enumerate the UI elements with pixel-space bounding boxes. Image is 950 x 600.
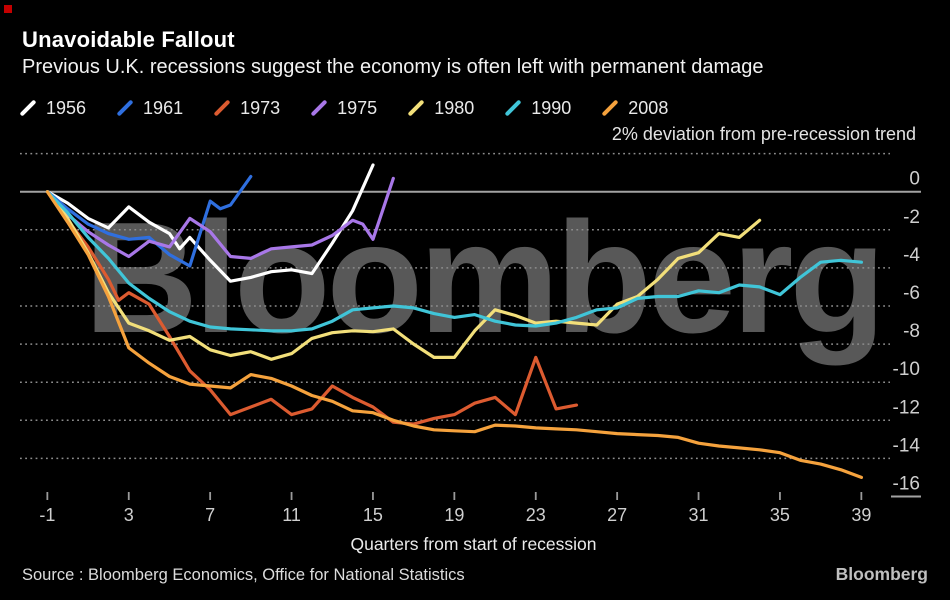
x-axis-label-35: 35 (770, 505, 790, 525)
legend-label: 1973 (240, 97, 281, 118)
series-line-1956 (45, 163, 375, 283)
y-axis-label--16: -16 (893, 474, 920, 495)
source-note: Source : Bloomberg Economics, Office for… (22, 566, 465, 584)
y-axis-label--10: -10 (893, 359, 920, 380)
y-axis-label--2: -2 (903, 207, 920, 228)
series-line-1980 (45, 190, 762, 361)
legend-label: 2008 (628, 97, 669, 118)
legend: 1956 1961 1973 1975 1980 1990 2008 (19, 95, 669, 121)
legend-item-1956: 1956 (19, 97, 87, 119)
x-axis-label--1: -1 (39, 505, 55, 525)
x-axis-title: Quarters from start of recession (350, 534, 597, 554)
legend-label: 1990 (531, 97, 572, 118)
y-axis-label--8: -8 (903, 321, 920, 342)
red-dot (4, 5, 12, 13)
page-subtitle: Previous U.K. recessions suggest the eco… (22, 56, 764, 78)
series-line-1961 (45, 174, 253, 268)
x-axis-label-15: 15 (363, 505, 383, 525)
axis-annotation: 2% deviation from pre-recession trend (611, 124, 916, 144)
legend-item-1990: 1990 (504, 97, 572, 119)
y-axis-label-0: 0 (909, 169, 920, 190)
y-axis-label--4: -4 (903, 245, 920, 266)
legend-item-1961: 1961 (116, 97, 184, 119)
y-axis-label--6: -6 (903, 283, 920, 304)
legend-item-1973: 1973 (213, 97, 281, 119)
x-axis-label-23: 23 (526, 505, 546, 525)
x-axis-label-7: 7 (205, 505, 215, 525)
legend-label: 1961 (143, 97, 184, 118)
legend-label: 1956 (46, 97, 87, 118)
x-axis-label-19: 19 (444, 505, 464, 525)
series-line-1975 (45, 176, 395, 260)
x-axis-label-3: 3 (124, 505, 134, 525)
x-axis-label-39: 39 (851, 505, 871, 525)
bloomberg-logo: Bloomberg (835, 564, 928, 584)
page-title: Unavoidable Fallout (22, 27, 235, 52)
x-axis-label-27: 27 (607, 505, 627, 525)
series-line-2008 (45, 190, 864, 479)
x-axis-label-11: 11 (282, 505, 301, 525)
legend-label: 1980 (434, 97, 475, 118)
y-axis-label--12: -12 (893, 397, 920, 418)
y-axis-label--14: -14 (893, 435, 921, 456)
legend-item-2008: 2008 (601, 97, 669, 119)
series-line-1973 (45, 190, 579, 426)
series-line-1990 (45, 190, 864, 333)
x-axis-label-31: 31 (689, 505, 709, 525)
legend-item-1980: 1980 (407, 97, 475, 119)
legend-item-1975: 1975 (310, 97, 378, 119)
legend-label: 1975 (337, 97, 378, 118)
